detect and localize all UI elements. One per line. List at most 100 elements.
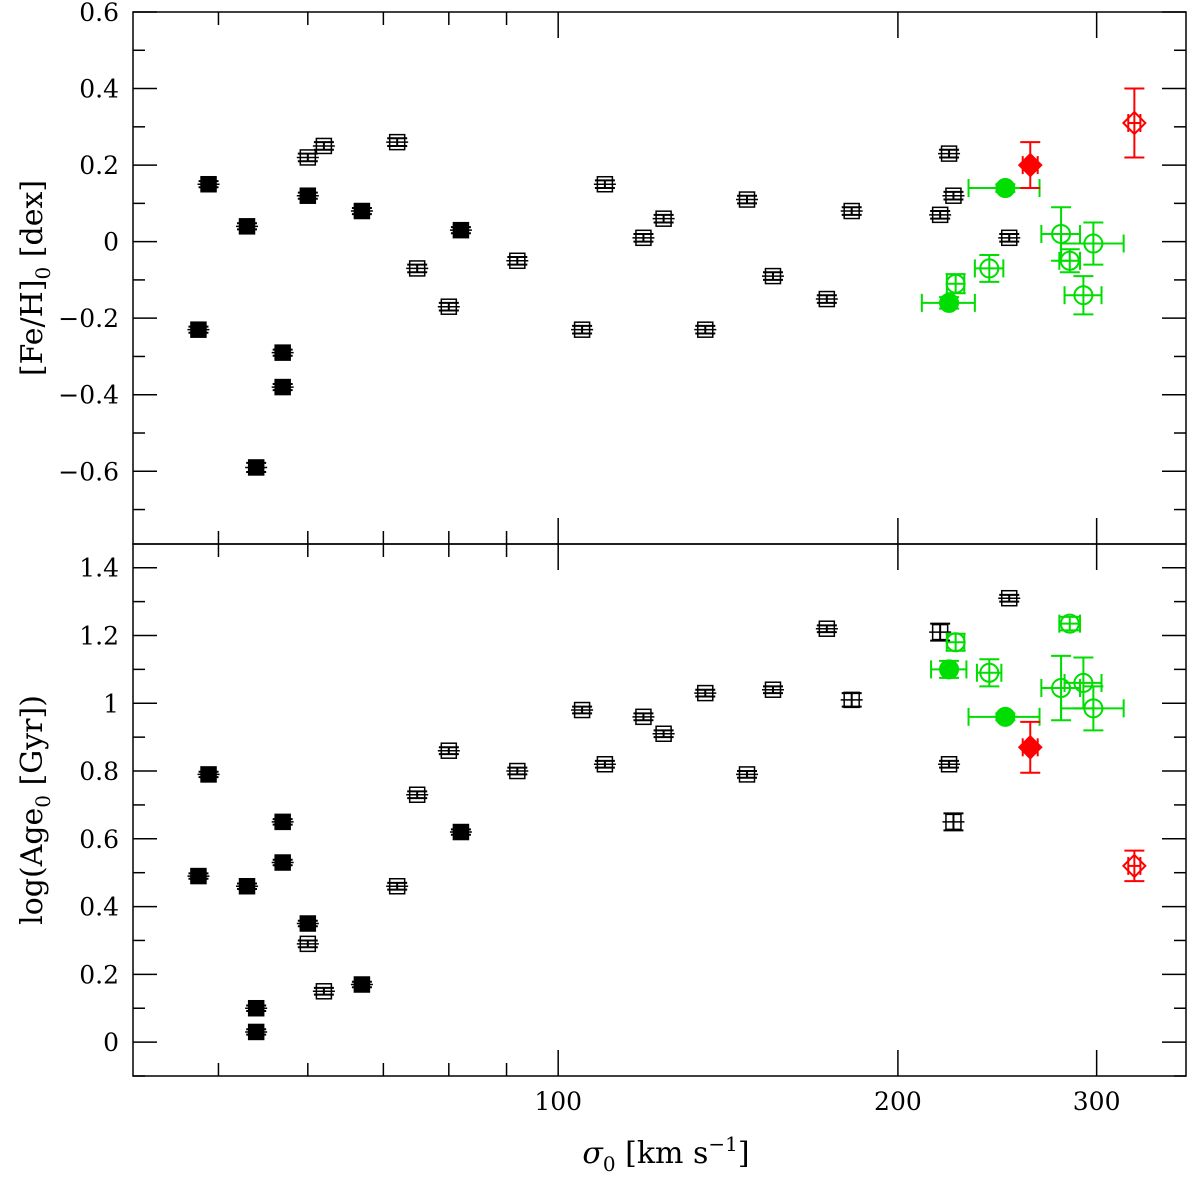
series-open-red-diamond <box>1121 87 1147 159</box>
y-tick-label: −0.4 <box>58 381 119 410</box>
bottom-panel: 0 0.2 0.4 0.6 0.8 1 1.2 1.4 100 200 300 <box>79 543 1187 1116</box>
y-tick-label: 0.2 <box>79 960 119 989</box>
data-point <box>939 659 960 680</box>
data-point <box>408 260 426 277</box>
data-point <box>1017 734 1043 760</box>
data-point <box>995 178 1016 199</box>
y-tick-label: 0 <box>103 228 119 257</box>
data-point <box>1017 152 1043 178</box>
series-filled-black-squares <box>187 175 472 476</box>
data-point <box>440 742 458 759</box>
data-point <box>315 137 333 155</box>
data-point <box>274 854 291 871</box>
data-point <box>843 202 860 220</box>
data-point <box>596 756 614 773</box>
data-point <box>1073 672 1094 693</box>
data-point <box>939 292 960 313</box>
series-open-black-squares <box>296 133 1021 338</box>
series-filled-black-squares <box>187 766 472 1041</box>
data-point <box>655 725 672 743</box>
y-tick-label: −0.6 <box>58 457 119 486</box>
y-tick-label: 0.6 <box>79 0 119 27</box>
data-point <box>697 684 714 702</box>
x-tick-label: 300 <box>1073 1087 1121 1116</box>
x-axis-title: σ0 [km s−1] <box>582 1132 749 1176</box>
series-open-green-circles <box>945 206 1125 316</box>
data-point <box>655 210 672 227</box>
y-tick-label: 1.4 <box>79 554 119 583</box>
data-point <box>635 708 652 726</box>
series-open-red-diamond <box>1121 849 1147 883</box>
data-point <box>299 915 317 932</box>
plot-frame <box>132 11 1187 545</box>
data-point <box>509 762 526 780</box>
x-tick-label: 100 <box>534 1087 582 1116</box>
data-point <box>200 175 217 193</box>
data-point <box>818 620 836 637</box>
data-point <box>1083 698 1104 719</box>
data-point <box>274 813 291 831</box>
data-point <box>247 999 265 1017</box>
data-point <box>247 459 265 476</box>
data-point <box>238 877 256 895</box>
data-point <box>388 877 406 895</box>
y-tick-label: 0.4 <box>79 893 119 922</box>
data-point <box>274 378 291 396</box>
data-point <box>1059 613 1080 634</box>
data-point <box>940 756 958 773</box>
data-point <box>1073 285 1094 306</box>
data-point <box>353 976 371 993</box>
data-point <box>995 706 1016 727</box>
data-point <box>388 133 406 151</box>
data-point <box>635 229 652 247</box>
plot-frame <box>132 543 1187 1077</box>
data-point <box>945 813 962 831</box>
data-point <box>299 935 317 953</box>
data-point <box>1121 853 1147 879</box>
y-tick-label: −0.2 <box>58 304 119 333</box>
data-point <box>452 823 470 841</box>
top-y-axis-title: [Fe/H]0 [dex] <box>15 180 55 376</box>
data-point <box>509 252 526 270</box>
data-point <box>596 175 614 193</box>
y-tick-label: 0.2 <box>79 151 119 180</box>
data-point <box>247 1023 265 1041</box>
data-point <box>1000 229 1018 247</box>
data-point <box>200 766 217 783</box>
data-point <box>299 149 317 166</box>
data-point <box>738 766 756 783</box>
data-point <box>238 218 256 235</box>
data-point <box>843 691 860 709</box>
series-filled-green-circles <box>920 178 1041 313</box>
data-point <box>440 298 458 315</box>
data-point <box>979 662 1000 683</box>
series-open-green-circles <box>945 613 1125 732</box>
data-point <box>931 623 949 641</box>
data-point <box>1121 110 1147 136</box>
data-point <box>190 867 207 885</box>
data-point <box>299 187 317 204</box>
series-filled-red-diamond <box>1017 720 1043 774</box>
y-tick-label: 0.4 <box>79 75 119 104</box>
data-point <box>764 267 782 285</box>
data-point <box>1083 233 1104 254</box>
y-tick-label: 1 <box>103 689 119 718</box>
data-point <box>764 681 782 698</box>
x-tick-label: 200 <box>874 1087 922 1116</box>
data-point <box>190 321 207 338</box>
y-tick-label: 0.8 <box>79 757 119 786</box>
y-tick-label: 1.2 <box>79 621 119 650</box>
data-point <box>945 273 966 294</box>
series-filled-red-diamond <box>1017 141 1043 190</box>
data-point <box>315 983 333 1000</box>
data-point <box>697 321 714 338</box>
data-point <box>408 786 426 804</box>
data-point <box>818 290 836 308</box>
data-point <box>738 191 756 208</box>
data-point <box>573 321 591 338</box>
data-point <box>353 202 371 220</box>
data-point <box>940 145 958 162</box>
series-open-black-squares <box>296 589 1021 1000</box>
bottom-y-axis-title: log(Age0 [Gyr]) <box>15 695 55 925</box>
